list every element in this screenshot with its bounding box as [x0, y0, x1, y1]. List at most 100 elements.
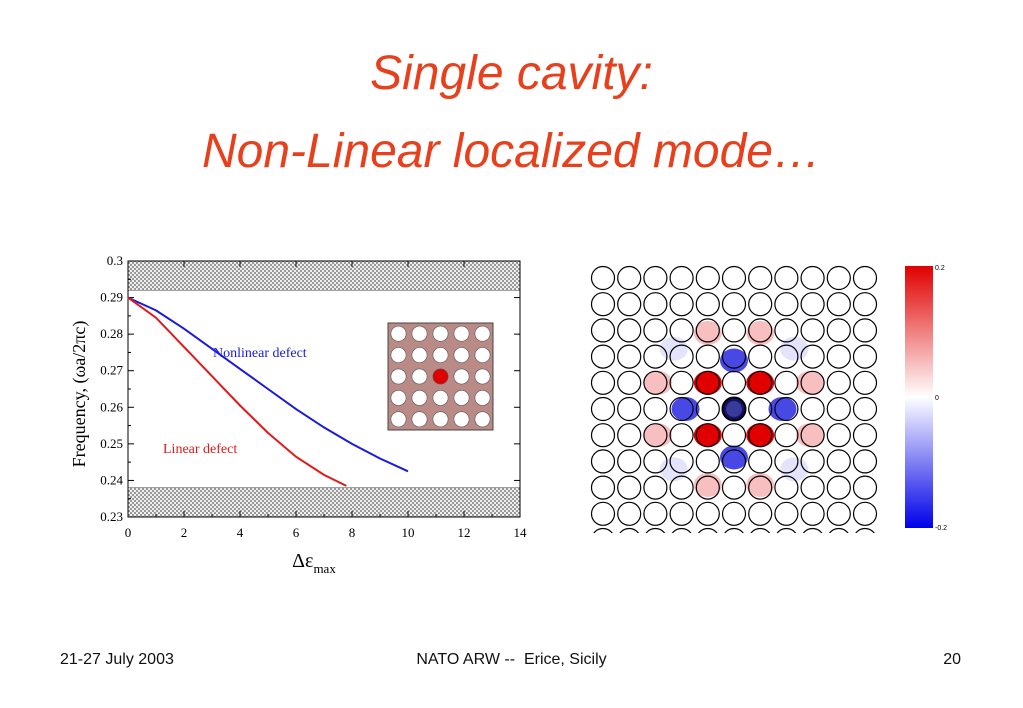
inset-rod [390, 347, 407, 363]
colorbar-top-label: 0.2 [935, 265, 945, 272]
x-tick-label: 0 [125, 525, 132, 540]
field-lobe [671, 397, 700, 421]
inset-defect-rod [432, 368, 449, 385]
inset-rod [432, 411, 449, 428]
lattice-rod [852, 423, 878, 448]
lattice-rod [800, 396, 825, 422]
lattice-rod [695, 344, 720, 369]
lattice-rod [826, 423, 851, 448]
y-tick-label: 0.3 [107, 253, 123, 268]
inset-rod [390, 325, 407, 342]
lattice-rod [669, 449, 694, 474]
inset-rod [474, 411, 491, 428]
lattice-rod [617, 265, 642, 291]
lattice-rod [774, 475, 799, 500]
lattice-rod [748, 396, 773, 422]
lattice-rod [774, 396, 799, 422]
lattice-rod [619, 527, 640, 533]
lattice-rod [800, 318, 825, 343]
lattice-rod [643, 344, 668, 369]
lattice-rod [852, 449, 878, 474]
y-tick-label: 0.26 [100, 399, 123, 414]
x-tick-label: 6 [293, 525, 300, 540]
lattice-rod [590, 501, 616, 526]
lattice-rod [695, 449, 720, 474]
inset-rod [453, 368, 470, 385]
inset-rod [390, 368, 407, 385]
lattice-rod [669, 344, 694, 369]
lattice-rod [697, 527, 718, 533]
inset-rod [474, 389, 491, 406]
lower-band-region [127, 487, 521, 518]
inset-rod [453, 325, 470, 342]
lattice-rod [643, 449, 668, 474]
lattice-rod [721, 449, 747, 474]
lattice-rod [724, 527, 744, 533]
lattice-rod [721, 501, 747, 526]
lattice-rod [669, 265, 694, 291]
lattice-rod [748, 265, 773, 291]
x-axis-label: Δεmax [292, 550, 336, 576]
inset-rod [390, 389, 407, 406]
x-tick-label: 8 [349, 525, 356, 540]
lattice-rod [643, 396, 668, 422]
lattice-rod [852, 344, 878, 369]
x-tick-label: 10 [402, 525, 415, 540]
lattice-rod [643, 501, 668, 526]
colorbar-mid-label: 0 [935, 395, 939, 402]
lattice-rod [826, 344, 851, 369]
lattice-rod [590, 423, 616, 448]
lattice-rod [590, 370, 616, 395]
field-lobe [693, 370, 722, 395]
colorbar-bottom-label: -0.2 [935, 525, 947, 532]
y-tick-label: 0.29 [100, 290, 123, 305]
y-tick-label: 0.24 [100, 472, 123, 487]
lattice-rod [774, 318, 799, 343]
colorbar: 0.2 0 -0.2 [905, 265, 947, 532]
x-tick-label: 12 [458, 525, 471, 540]
lattice-rod [852, 475, 878, 500]
lattice-rod [617, 370, 642, 395]
lattice-rod [669, 370, 694, 395]
lattice-rod [800, 370, 825, 395]
frequency-chart: 0 2 4 6 8 10 12 14 0.23 0.24 0.25 0.26 0.27 0.28 0.29 0… [69, 253, 527, 576]
colorbar-gradient [905, 266, 933, 528]
cavity-field-map [590, 265, 878, 533]
lattice-rod [669, 475, 694, 500]
field-lobe [720, 445, 748, 470]
inset-rod [453, 347, 470, 363]
center-defect-core [726, 401, 742, 417]
inset-rod [474, 368, 491, 385]
lattice-rod [826, 396, 851, 422]
lattice-rod [800, 423, 825, 448]
lattice-rod [617, 449, 642, 474]
footer-date: 21-27 July 2003 [60, 651, 174, 668]
lattice-rod [721, 423, 747, 448]
lattice-rod [671, 527, 692, 533]
lattice-rod [695, 318, 720, 343]
lattice-rod [695, 423, 720, 448]
lattice-rod [802, 527, 823, 533]
y-tick-label: 0.27 [100, 363, 123, 378]
y-axis-label: Frequency, (ωa/2πc) [69, 321, 90, 468]
field-lobe [720, 348, 748, 373]
inset-rod [453, 411, 470, 428]
lattice-rod [748, 475, 773, 500]
lattice-rod [774, 292, 799, 317]
inset-rod [432, 325, 449, 342]
lattice-rod [721, 475, 747, 500]
footer-page-number: 20 [943, 651, 961, 668]
lattice-rod [748, 449, 773, 474]
lattice-rod [852, 370, 878, 395]
lattice-rod [695, 396, 720, 422]
lattice-rod [669, 292, 694, 317]
lattice-rod [748, 370, 773, 395]
inset-rod [432, 389, 449, 406]
field-lobe [746, 423, 775, 448]
inset-rod [474, 347, 491, 363]
lattice-rod [774, 265, 799, 291]
lattice-rod [800, 265, 825, 291]
lattice-rod [800, 449, 825, 474]
lattice-rod [669, 423, 694, 448]
lattice-rod [590, 449, 616, 474]
